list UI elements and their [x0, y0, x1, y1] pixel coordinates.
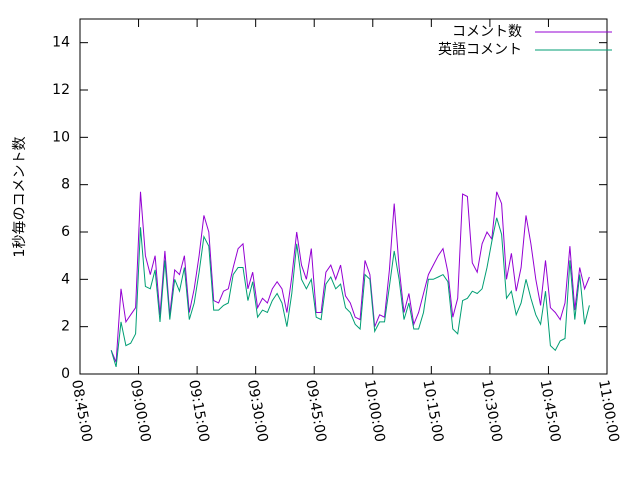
legend-label: 英語コメント — [438, 41, 522, 58]
series-line — [110, 191, 590, 363]
x-tick-label: 09:45:00 — [302, 379, 329, 444]
x-tick-label: 11:00:00 — [595, 379, 622, 444]
x-tick-label: 10:15:00 — [419, 379, 446, 444]
y-tick-label: 10 — [52, 129, 70, 145]
x-tick-label: 10:30:00 — [478, 379, 505, 444]
x-tick-label: 08:45:00 — [68, 379, 95, 444]
x-tick-label: 10:45:00 — [537, 379, 564, 444]
y-tick-label: 8 — [61, 177, 70, 193]
legend-label: コメント数 — [452, 24, 522, 40]
plot-frame — [79, 18, 608, 375]
y-tick-label: 2 — [61, 319, 70, 335]
y-axis-label: 1秒毎のコメント数 — [12, 137, 28, 258]
y-tick-label: 4 — [61, 271, 70, 287]
x-tick-label: 09:00:00 — [127, 379, 154, 444]
x-tick-label: 09:15:00 — [185, 379, 212, 444]
series-line — [110, 217, 590, 368]
x-tick-label: 09:30:00 — [244, 379, 271, 444]
x-tick-label: 10:00:00 — [361, 379, 388, 444]
y-tick-label: 6 — [61, 224, 70, 240]
y-tick-label: 12 — [52, 82, 70, 98]
y-tick-label: 14 — [52, 35, 70, 51]
y-tick-label: 0 — [61, 366, 70, 382]
